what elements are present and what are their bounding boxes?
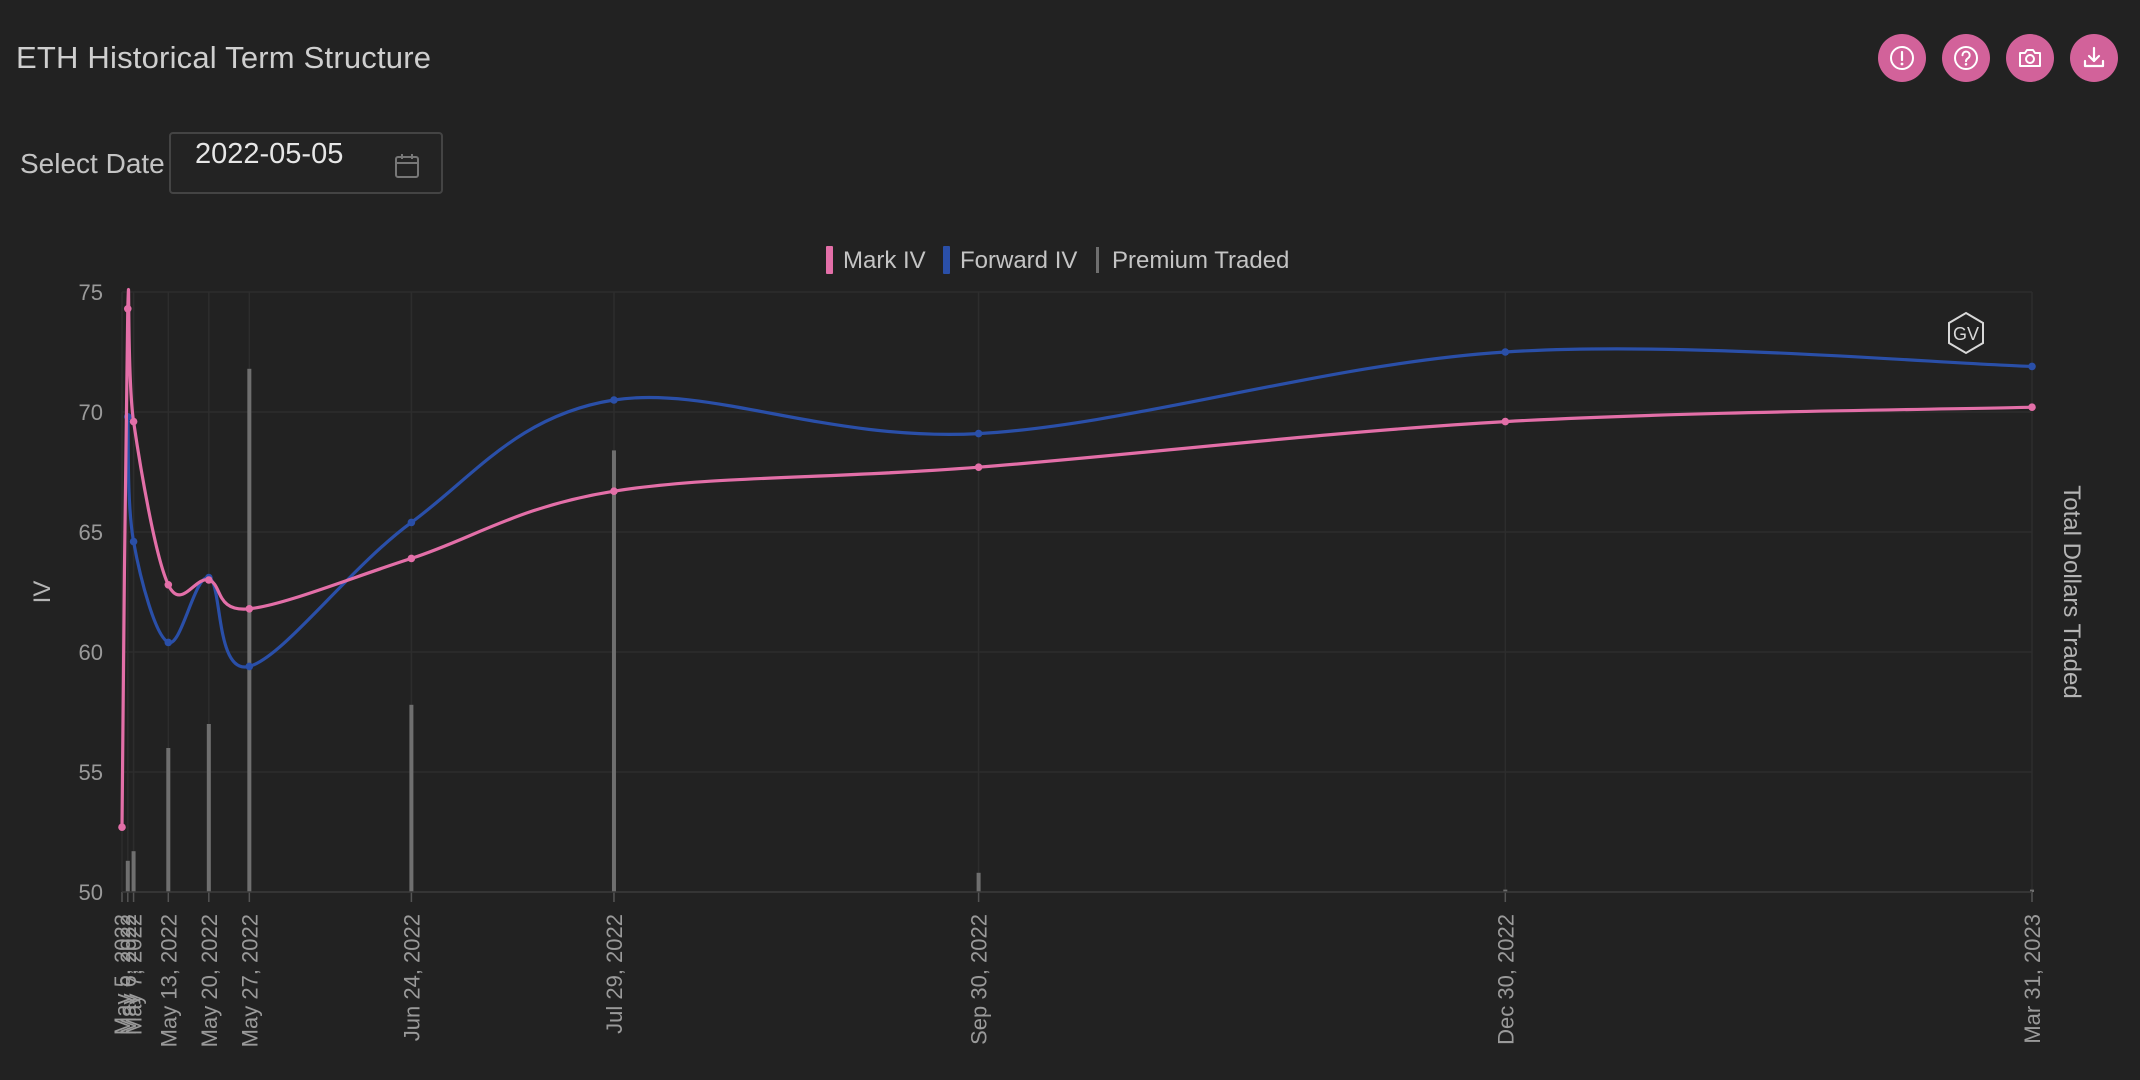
mark-iv-point: [610, 487, 618, 496]
legend-swatch-premium-traded: [1096, 247, 1099, 273]
y-tick-label: 60: [79, 640, 103, 665]
page-title: ETH Historical Term Structure: [16, 40, 432, 75]
y-tick-label: 50: [79, 880, 103, 905]
screenshot-button[interactable]: [2006, 34, 2054, 82]
watermark-text: GV: [1953, 324, 1979, 344]
chart-legend: Mark IV Forward IV Premium Traded: [826, 246, 1289, 274]
premium-bar: [131, 851, 136, 892]
y-tick-label: 65: [79, 520, 103, 545]
premium-bar: [409, 704, 414, 892]
mark-iv-point: [205, 576, 213, 584]
forward-iv-point: [129, 537, 138, 546]
watermark-hexagon: [1948, 311, 1984, 355]
question-icon: [1954, 46, 1978, 70]
y-tick-label: 75: [79, 280, 103, 305]
exclamation-icon: [1890, 46, 1914, 70]
x-tick-label: Jun 24, 2022: [399, 914, 424, 1041]
x-tick-label: Mar 31, 2023: [2020, 914, 2045, 1044]
iv-lines: [118, 287, 2036, 831]
forward-iv-point: [974, 429, 983, 438]
info-button[interactable]: [1878, 34, 1926, 82]
mark-iv-point: [407, 554, 416, 563]
mark-iv-point: [129, 417, 138, 426]
chart-grid: [121, 291, 2033, 893]
date-picker-label: Select Date: [20, 148, 165, 179]
premium-bar: [1503, 889, 1508, 892]
mark-iv-point: [118, 823, 126, 831]
x-tick-label: May 6, 2022: [116, 914, 141, 1035]
forward-iv-point: [1501, 348, 1510, 356]
download-button[interactable]: [2070, 34, 2118, 82]
mark-iv-point: [974, 463, 983, 472]
forward-iv-line: [126, 347, 2033, 669]
legend-label-premium-traded[interactable]: Premium Traded: [1112, 247, 1289, 274]
camera-icon: [2019, 49, 2041, 67]
premium-bar: [206, 724, 211, 892]
legend-swatch-mark-iv: [826, 246, 833, 274]
x-tick-label: May 13, 2022: [156, 914, 181, 1047]
forward-iv-point: [164, 638, 173, 647]
y-tick-label: 70: [79, 400, 103, 425]
legend-swatch-forward-iv: [943, 246, 950, 274]
premium-bar: [247, 368, 252, 892]
premium-bar: [125, 860, 130, 892]
mark-iv-point: [1501, 417, 1510, 426]
date-input-value: 2022-05-05: [195, 138, 344, 170]
legend-label-mark-iv[interactable]: Mark IV: [843, 247, 926, 274]
forward-iv-point: [2028, 362, 2036, 371]
x-tick-label: Dec 30, 2022: [1493, 914, 1518, 1045]
mark-iv-point: [164, 581, 173, 589]
help-button[interactable]: [1942, 34, 1990, 82]
y-axis-title: IV: [29, 581, 56, 604]
forward-iv-point: [610, 396, 618, 404]
x-tick-label: May 7, 2022: [122, 914, 147, 1035]
premium-bar: [976, 872, 981, 892]
y-tick-label: 55: [79, 760, 103, 785]
chart-toolbar: [1878, 34, 2118, 82]
forward-iv-point: [407, 518, 416, 527]
x-tick-label: May 27, 2022: [237, 914, 262, 1047]
mark-iv-line: [120, 287, 2033, 828]
premium-bar: [611, 450, 616, 892]
x-tick-label: Jul 29, 2022: [602, 914, 627, 1034]
y2-axis-title: Total Dollars Traded: [2058, 485, 2085, 698]
mark-iv-point: [2028, 403, 2036, 412]
forward-iv-point: [245, 662, 254, 671]
premium-bar: [166, 748, 171, 892]
date-input[interactable]: 2022-05-05: [169, 132, 443, 194]
x-tick-label: May 5, 2022: [110, 914, 135, 1035]
calendar-icon[interactable]: [393, 152, 421, 180]
legend-label-forward-iv[interactable]: Forward IV: [960, 247, 1077, 274]
mark-iv-point: [123, 305, 132, 313]
premium-bar: [2030, 889, 2034, 892]
mark-iv-point: [245, 605, 254, 613]
watermark-logo: GV: [1948, 311, 1984, 355]
premium-traded-bars: [125, 368, 2034, 892]
download-icon: [2083, 46, 2105, 68]
x-tick-label: May 20, 2022: [197, 914, 222, 1047]
x-tick-label: Sep 30, 2022: [967, 914, 992, 1045]
